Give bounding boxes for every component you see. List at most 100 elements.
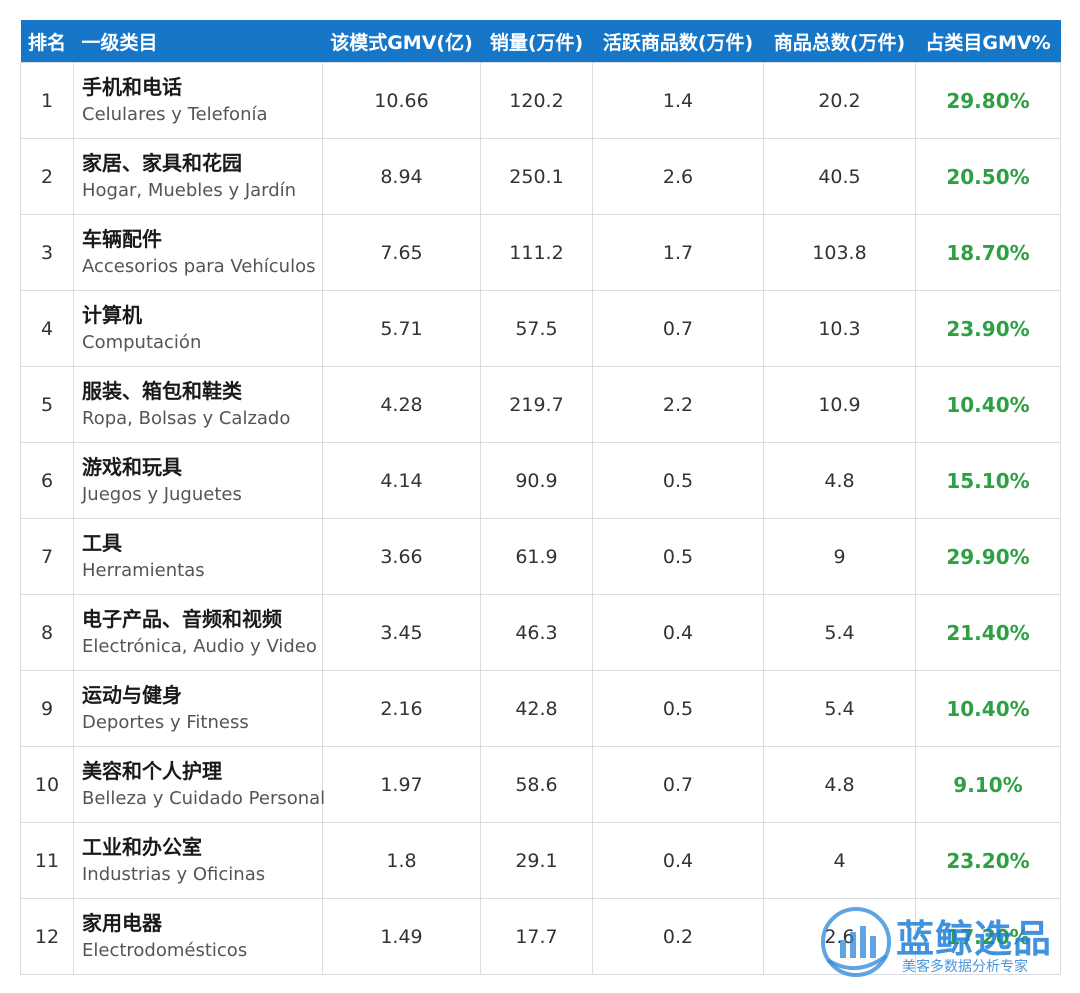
category-name-cn: 手机和电话 [82, 74, 182, 99]
category-name-cn: 美容和个人护理 [82, 758, 222, 783]
rank-cell: 10 [20, 746, 74, 823]
rank-cell: 6 [20, 442, 74, 519]
category-name-es: Belleza y Cuidado Personal [82, 787, 326, 809]
rank-cell: 7 [20, 518, 74, 595]
category-name-cn: 游戏和玩具 [82, 454, 182, 479]
rank-cell: 9 [20, 670, 74, 747]
rank-cell: 5 [20, 366, 74, 443]
gmv-percent-cell: 29.90% [915, 518, 1061, 595]
table-row: 10 美容和个人护理 Belleza y Cuidado Personal 1.… [20, 746, 1061, 823]
gmv-cell: 4.28 [322, 366, 481, 443]
header-category: 一级类目 [73, 20, 323, 63]
rank-cell: 4 [20, 290, 74, 367]
category-name-es: Electrodomésticos [82, 939, 248, 961]
category-cell: 工具 Herramientas [73, 518, 323, 595]
category-name-cn: 家用电器 [82, 910, 162, 935]
active-items-cell: 0.4 [592, 594, 764, 671]
table-row: 9 运动与健身 Deportes y Fitness 2.16 42.8 0.5… [20, 670, 1061, 747]
category-cell: 运动与健身 Deportes y Fitness [73, 670, 323, 747]
active-items-cell: 0.7 [592, 746, 764, 823]
category-cell: 计算机 Computación [73, 290, 323, 367]
category-name-es: Computación [82, 331, 202, 353]
category-name-cn: 车辆配件 [82, 226, 162, 251]
category-name-es: Deportes y Fitness [82, 711, 249, 733]
category-name-cn: 计算机 [82, 302, 142, 327]
total-items-cell: 5.4 [763, 670, 916, 747]
active-items-cell: 0.7 [592, 290, 764, 367]
sales-cell: 219.7 [480, 366, 593, 443]
total-items-cell: 20.2 [763, 62, 916, 139]
rank-cell: 3 [20, 214, 74, 291]
gmv-cell: 7.65 [322, 214, 481, 291]
gmv-cell: 2.16 [322, 670, 481, 747]
category-cell: 美容和个人护理 Belleza y Cuidado Personal [73, 746, 326, 823]
gmv-percent-cell: 23.20% [915, 822, 1061, 899]
sales-cell: 42.8 [480, 670, 593, 747]
category-name-cn: 工业和办公室 [82, 834, 202, 859]
category-name-es: Electrónica, Audio y Video [82, 635, 317, 657]
total-items-cell: 2.6 [763, 898, 916, 975]
total-items-cell: 4.8 [763, 442, 916, 519]
active-items-cell: 1.4 [592, 62, 764, 139]
category-name-cn: 运动与健身 [82, 682, 182, 707]
header-total-items: 商品总数(万件) [763, 20, 916, 63]
table-row: 12 家用电器 Electrodomésticos 1.49 17.7 0.2 … [20, 898, 1061, 975]
category-cell: 服装、箱包和鞋类 Ropa, Bolsas y Calzado [73, 366, 323, 443]
category-name-es: Juegos y Juguetes [82, 483, 242, 505]
sales-cell: 250.1 [480, 138, 593, 215]
category-cell: 家用电器 Electrodomésticos [73, 898, 323, 975]
gmv-cell: 1.49 [322, 898, 481, 975]
gmv-percent-cell: 23.90% [915, 290, 1061, 367]
sales-cell: 90.9 [480, 442, 593, 519]
active-items-cell: 2.2 [592, 366, 764, 443]
active-items-cell: 2.6 [592, 138, 764, 215]
gmv-cell: 1.8 [322, 822, 481, 899]
table-row: 5 服装、箱包和鞋类 Ropa, Bolsas y Calzado 4.28 2… [20, 366, 1061, 443]
table-row: 6 游戏和玩具 Juegos y Juguetes 4.14 90.9 0.5 … [20, 442, 1061, 519]
active-items-cell: 0.4 [592, 822, 764, 899]
category-name-es: Celulares y Telefonía [82, 103, 268, 125]
gmv-percent-cell: 9.10% [915, 746, 1061, 823]
total-items-cell: 40.5 [763, 138, 916, 215]
category-name-es: Ropa, Bolsas y Calzado [82, 407, 291, 429]
category-name-cn: 家居、家具和花园 [82, 150, 242, 175]
active-items-cell: 0.5 [592, 442, 764, 519]
total-items-cell: 4 [763, 822, 916, 899]
header-gmv: 该模式GMV(亿) [322, 20, 481, 63]
category-name-cn: 服装、箱包和鞋类 [82, 378, 242, 403]
category-gmv-table: 排名 一级类目 该模式GMV(亿) 销量(万件) 活跃商品数(万件) 商品总数(… [20, 20, 1061, 975]
sales-cell: 120.2 [480, 62, 593, 139]
table-row: 4 计算机 Computación 5.71 57.5 0.7 10.3 23.… [20, 290, 1061, 367]
total-items-cell: 10.9 [763, 366, 916, 443]
rank-cell: 2 [20, 138, 74, 215]
category-cell: 游戏和玩具 Juegos y Juguetes [73, 442, 323, 519]
gmv-cell: 3.66 [322, 518, 481, 595]
active-items-cell: 0.5 [592, 670, 764, 747]
gmv-percent-cell: 17.20% [915, 898, 1061, 975]
category-cell: 车辆配件 Accesorios para Vehículos [73, 214, 323, 291]
table-body: 1 手机和电话 Celulares y Telefonía 10.66 120.… [20, 62, 1061, 975]
gmv-percent-cell: 10.40% [915, 366, 1061, 443]
total-items-cell: 9 [763, 518, 916, 595]
header-rank: 排名 [20, 20, 74, 63]
table-row: 2 家居、家具和花园 Hogar, Muebles y Jardín 8.94 … [20, 138, 1061, 215]
category-name-es: Hogar, Muebles y Jardín [82, 179, 297, 201]
table-row: 8 电子产品、音频和视频 Electrónica, Audio y Video … [20, 594, 1061, 671]
rank-cell: 8 [20, 594, 74, 671]
gmv-cell: 5.71 [322, 290, 481, 367]
header-sales: 销量(万件) [480, 20, 593, 63]
gmv-cell: 8.94 [322, 138, 481, 215]
category-cell: 工业和办公室 Industrias y Oficinas [73, 822, 323, 899]
table-row: 1 手机和电话 Celulares y Telefonía 10.66 120.… [20, 62, 1061, 139]
gmv-percent-cell: 29.80% [915, 62, 1061, 139]
sales-cell: 58.6 [480, 746, 593, 823]
category-name-es: Herramientas [82, 559, 205, 581]
sales-cell: 57.5 [480, 290, 593, 367]
active-items-cell: 1.7 [592, 214, 764, 291]
total-items-cell: 103.8 [763, 214, 916, 291]
sales-cell: 61.9 [480, 518, 593, 595]
table-row: 3 车辆配件 Accesorios para Vehículos 7.65 11… [20, 214, 1061, 291]
category-cell: 手机和电话 Celulares y Telefonía [73, 62, 323, 139]
active-items-cell: 0.5 [592, 518, 764, 595]
gmv-percent-cell: 18.70% [915, 214, 1061, 291]
